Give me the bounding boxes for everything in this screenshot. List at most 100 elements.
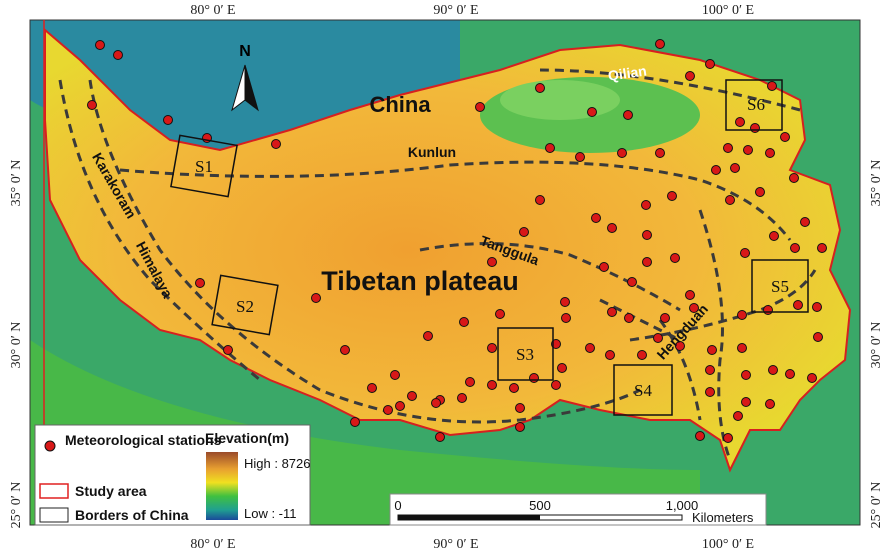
station bbox=[628, 278, 637, 287]
station bbox=[794, 301, 803, 310]
legend-low: Low : -11 bbox=[244, 506, 297, 521]
station bbox=[536, 84, 545, 93]
station bbox=[801, 218, 810, 227]
station bbox=[391, 371, 400, 380]
station bbox=[734, 412, 743, 421]
station bbox=[608, 308, 617, 317]
station bbox=[384, 406, 393, 415]
station bbox=[706, 366, 715, 375]
legend-study-area: Study area bbox=[75, 483, 147, 499]
station bbox=[741, 249, 750, 258]
station bbox=[196, 279, 205, 288]
station bbox=[738, 311, 747, 320]
legend-station-symbol bbox=[45, 441, 55, 451]
station bbox=[625, 314, 634, 323]
station bbox=[738, 344, 747, 353]
station bbox=[530, 374, 539, 383]
station bbox=[516, 404, 525, 413]
station bbox=[712, 166, 721, 175]
scale-bar: 0 500 1,000 Kilometers bbox=[390, 494, 766, 525]
station bbox=[656, 40, 665, 49]
station bbox=[791, 244, 800, 253]
station bbox=[558, 364, 567, 373]
lon-label: 100° 0′ E bbox=[702, 537, 754, 552]
lon-label: 100° 0′ E bbox=[702, 3, 754, 18]
station bbox=[224, 346, 233, 355]
station bbox=[706, 388, 715, 397]
north-label: N bbox=[239, 43, 251, 60]
station bbox=[516, 423, 525, 432]
station bbox=[164, 116, 173, 125]
station bbox=[742, 371, 751, 380]
station bbox=[546, 144, 555, 153]
station bbox=[790, 174, 799, 183]
station bbox=[272, 140, 281, 149]
site-label: S6 bbox=[747, 95, 765, 114]
station bbox=[576, 153, 585, 162]
station bbox=[96, 41, 105, 50]
station bbox=[396, 402, 405, 411]
station bbox=[312, 294, 321, 303]
station bbox=[661, 314, 670, 323]
station bbox=[460, 318, 469, 327]
station bbox=[756, 188, 765, 197]
station bbox=[768, 82, 777, 91]
station bbox=[769, 366, 778, 375]
site-label: S5 bbox=[771, 277, 789, 296]
station bbox=[496, 310, 505, 319]
lon-label: 80° 0′ E bbox=[190, 537, 235, 552]
station bbox=[656, 149, 665, 158]
station bbox=[766, 149, 775, 158]
station bbox=[696, 432, 705, 441]
station bbox=[536, 196, 545, 205]
station bbox=[488, 344, 497, 353]
station bbox=[88, 101, 97, 110]
legend-borders: Borders of China bbox=[75, 507, 189, 523]
lat-label: 30° 0′ N bbox=[869, 322, 884, 369]
station bbox=[764, 306, 773, 315]
station bbox=[606, 351, 615, 360]
station bbox=[686, 291, 695, 300]
lon-label: 80° 0′ E bbox=[190, 3, 235, 18]
station bbox=[708, 346, 717, 355]
station bbox=[351, 418, 360, 427]
station bbox=[624, 111, 633, 120]
legend-high: High : 8726 bbox=[244, 456, 311, 471]
scale-tick: 0 bbox=[394, 498, 401, 513]
station bbox=[586, 344, 595, 353]
site-label: S2 bbox=[236, 297, 254, 316]
lat-label: 25° 0′ N bbox=[9, 482, 24, 529]
scale-unit: Kilometers bbox=[692, 510, 754, 525]
station bbox=[751, 124, 760, 133]
station bbox=[458, 394, 467, 403]
lat-label: 35° 0′ N bbox=[9, 160, 24, 207]
lat-label: 25° 0′ N bbox=[869, 482, 884, 529]
legend-elevation-title: Elevation(m) bbox=[205, 430, 289, 446]
lat-label: 30° 0′ N bbox=[9, 322, 24, 369]
station bbox=[424, 332, 433, 341]
legend-stations: Meteorological stations bbox=[65, 432, 222, 448]
station bbox=[114, 51, 123, 60]
station bbox=[654, 334, 663, 343]
mountain-label: Kunlun bbox=[408, 144, 456, 160]
region-label: China bbox=[369, 92, 431, 117]
station bbox=[818, 244, 827, 253]
station bbox=[724, 434, 733, 443]
region-label: Tibetan plateau bbox=[321, 266, 519, 296]
station bbox=[731, 164, 740, 173]
station bbox=[736, 118, 745, 127]
station bbox=[436, 433, 445, 442]
station bbox=[643, 258, 652, 267]
station bbox=[814, 333, 823, 342]
lon-label: 90° 0′ E bbox=[433, 3, 478, 18]
station bbox=[466, 378, 475, 387]
legend: Meteorological stations Study area Borde… bbox=[35, 425, 311, 525]
station bbox=[510, 384, 519, 393]
station bbox=[706, 60, 715, 69]
lat-label: 35° 0′ N bbox=[869, 160, 884, 207]
station bbox=[618, 149, 627, 158]
station bbox=[476, 103, 485, 112]
station bbox=[781, 133, 790, 142]
site-label: S1 bbox=[195, 157, 213, 176]
station bbox=[808, 374, 817, 383]
